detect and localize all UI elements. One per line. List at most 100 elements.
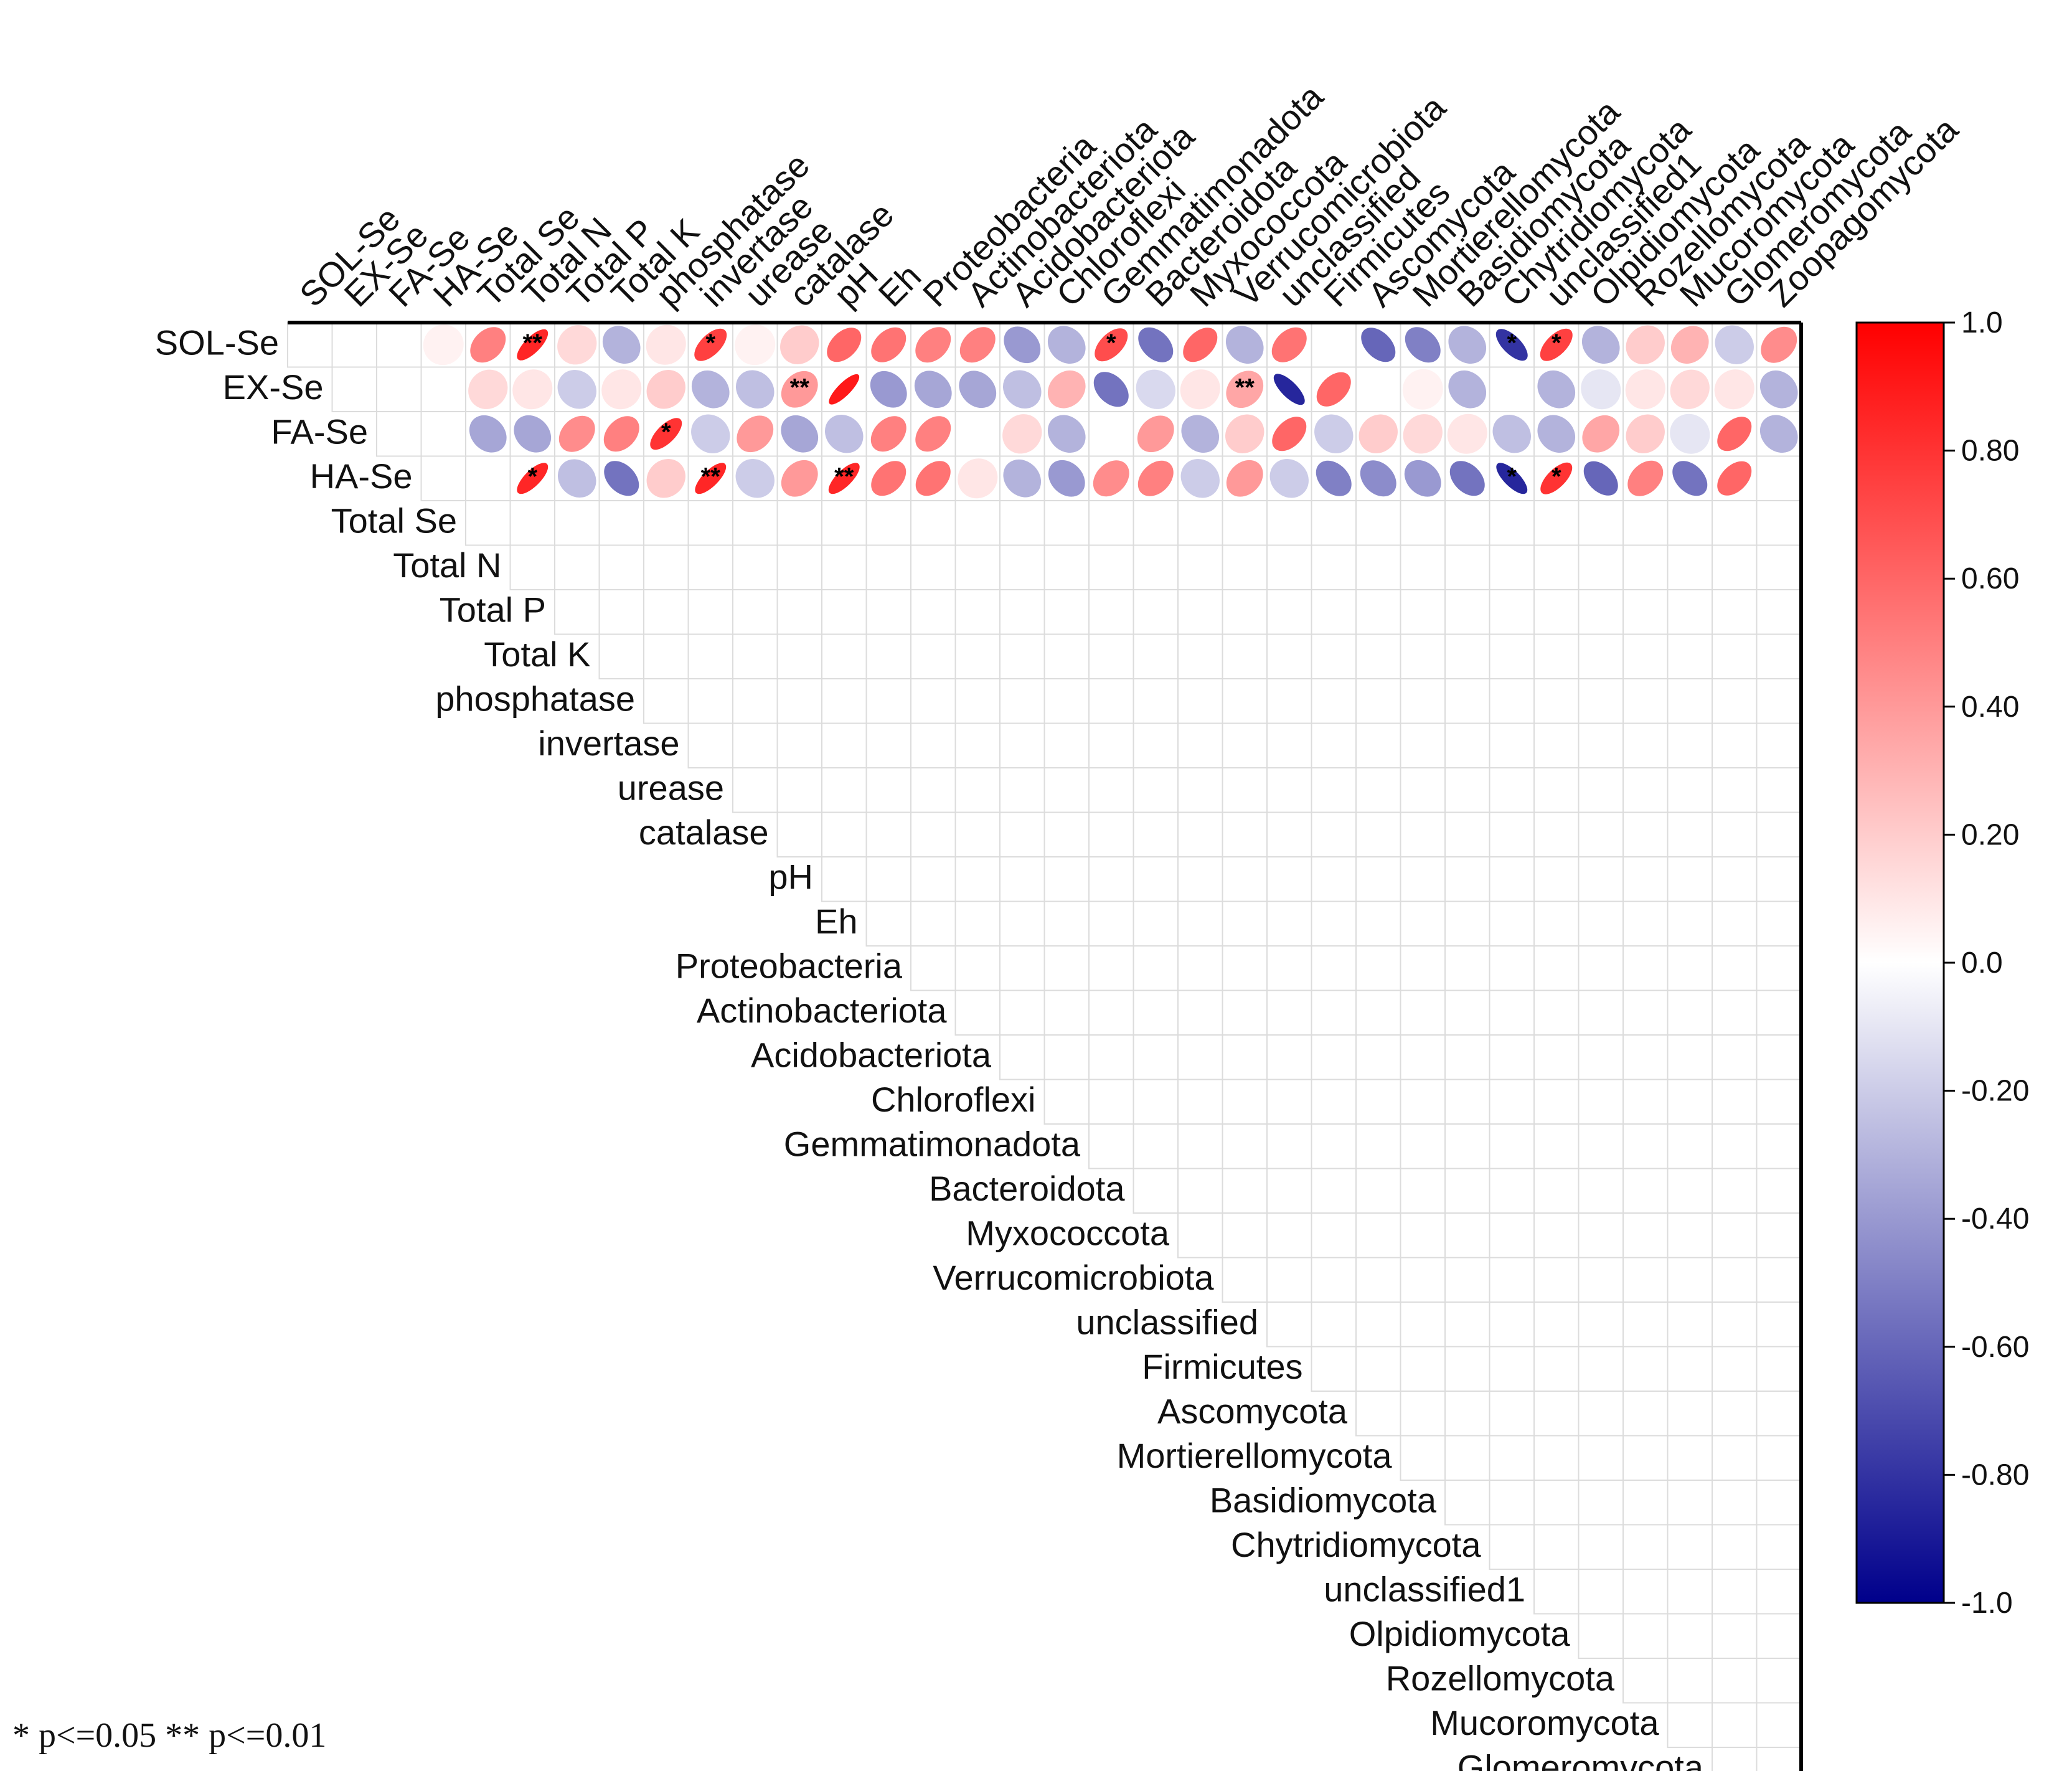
grid-cell [1756, 1524, 1802, 1570]
correlation-ellipse [1093, 372, 1129, 407]
grid-cell [954, 722, 1001, 768]
grid-cell [1444, 500, 1490, 546]
grid-cell [1043, 722, 1090, 768]
grid-cell [1311, 722, 1357, 768]
grid-cell [1266, 544, 1312, 590]
grid-cell [1622, 1079, 1669, 1125]
significance-mark: ** [1235, 374, 1255, 401]
correlation-ellipse [1316, 372, 1351, 407]
grid-cell [1444, 1346, 1490, 1392]
grid-cell [1756, 1480, 1802, 1526]
grid-cell [1489, 767, 1535, 813]
grid-cell [1712, 678, 1758, 724]
grid-cell [865, 767, 911, 813]
grid-cell [1667, 500, 1713, 546]
grid-cell [821, 678, 867, 724]
grid-cell [776, 811, 822, 857]
grid-cell [1667, 811, 1713, 857]
grid-cell [954, 633, 1001, 679]
grid-cell [420, 455, 466, 501]
grid-cell [910, 767, 956, 813]
grid-cell [1533, 544, 1580, 590]
grid-cell [1712, 989, 1758, 1036]
grid-cell [954, 989, 1001, 1036]
grid-cell [1400, 1346, 1446, 1392]
grid-cell [1177, 544, 1223, 590]
grid-cell [1222, 1123, 1268, 1169]
grid-cell [1756, 1747, 1802, 1771]
grid-cell [1400, 1168, 1446, 1214]
grid-cell [1177, 856, 1223, 902]
grid-cell [1756, 678, 1802, 724]
grid-cell [1266, 722, 1312, 768]
grid-cell [1489, 1301, 1535, 1348]
grid-cell [1311, 1123, 1357, 1169]
correlation-ellipse [914, 371, 952, 409]
correlation-ellipse [1759, 370, 1798, 409]
grid-cell [954, 856, 1001, 902]
grid-cell [1667, 989, 1713, 1036]
correlation-ellipse [915, 416, 951, 452]
grid-cell [1133, 767, 1179, 813]
grid-cell [1489, 1391, 1535, 1437]
grid-cell [1622, 1613, 1669, 1659]
grid-cell [1355, 767, 1401, 813]
grid-cell [1578, 1168, 1624, 1214]
grid-cell [1667, 1569, 1713, 1615]
grid-cell [1489, 900, 1535, 947]
correlation-ellipse [1759, 415, 1798, 453]
grid-cell [1756, 1123, 1802, 1169]
grid-cell [1400, 811, 1446, 857]
grid-cell [1355, 1346, 1401, 1392]
grid-cell [598, 500, 644, 546]
grid-cell [1133, 1123, 1179, 1169]
significance-mark: ** [701, 463, 721, 490]
grid-cell [1311, 633, 1357, 679]
grid-cell [1667, 1168, 1713, 1214]
grid-cell [1444, 1301, 1490, 1348]
grid-cell [1712, 1569, 1758, 1615]
grid-cell [1622, 722, 1669, 768]
grid-cell [1489, 989, 1535, 1036]
significance-mark: * [1106, 329, 1116, 357]
grid-cell [954, 945, 1001, 991]
row-label: Rozellomycota [1386, 1658, 1615, 1698]
grid-cell [954, 678, 1001, 724]
row-label: Total K [484, 635, 590, 674]
grid-cell [1578, 945, 1624, 991]
grid-cell [821, 500, 867, 546]
grid-cell [999, 989, 1045, 1036]
grid-cell [1489, 589, 1535, 635]
grid-cell [1088, 722, 1134, 768]
correlation-ellipse [1715, 325, 1754, 364]
grid-cell [1266, 945, 1312, 991]
grid-cell [1266, 767, 1312, 813]
grid-cell [1712, 945, 1758, 991]
colorbar: 1.0 0.80 0.60 0.40 0.20 0.0 -0.20 -0.40 -0.60 -0.… [1855, 306, 2029, 1620]
correlation-ellipse [1626, 414, 1665, 453]
correlation-ellipse [1093, 460, 1129, 497]
correlation-ellipse [1137, 415, 1174, 453]
grid-cell [732, 544, 778, 590]
grid-cell [1088, 1079, 1134, 1125]
correlation-ellipse [1449, 461, 1485, 496]
grid-cell [821, 633, 867, 679]
grid-cell [999, 767, 1045, 813]
grid-cell [910, 678, 956, 724]
correlation-ellipse [959, 327, 996, 363]
row-label: Chytridiomycota [1231, 1525, 1481, 1564]
row-label: Gemmatimonadota [784, 1124, 1081, 1163]
grid-cell [331, 322, 377, 368]
grid-cell [376, 322, 422, 368]
grid-cell [1133, 589, 1179, 635]
grid-cell [910, 856, 956, 902]
grid-cell [821, 856, 867, 902]
grid-cell [1355, 366, 1401, 412]
grid-cell [1355, 856, 1401, 902]
correlation-ellipse [470, 327, 506, 363]
significance-mark: * [1507, 463, 1517, 490]
grid-cell [1444, 1257, 1490, 1303]
grid-cell [1400, 1435, 1446, 1481]
grid-cell [1444, 1123, 1490, 1169]
grid-cell [1667, 1123, 1713, 1169]
